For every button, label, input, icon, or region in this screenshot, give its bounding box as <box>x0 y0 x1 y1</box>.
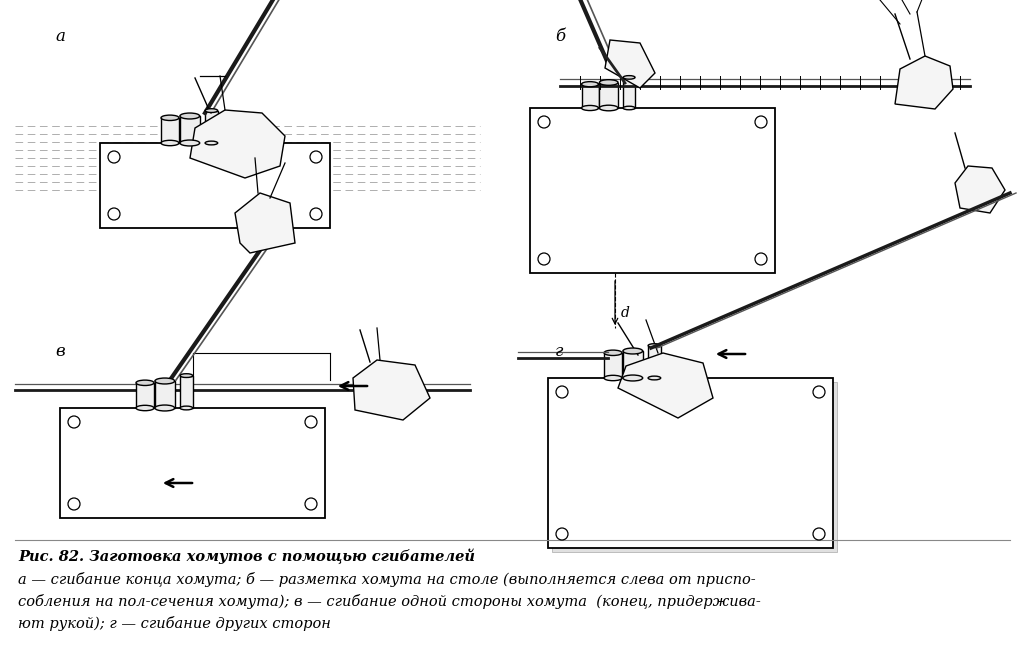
Circle shape <box>755 253 767 265</box>
Circle shape <box>305 416 317 428</box>
Bar <box>548 378 833 548</box>
Ellipse shape <box>604 350 622 356</box>
Polygon shape <box>605 40 655 88</box>
Circle shape <box>556 528 568 540</box>
Ellipse shape <box>582 106 598 111</box>
Bar <box>180 376 193 408</box>
Ellipse shape <box>623 375 643 381</box>
Circle shape <box>556 386 568 398</box>
Bar <box>161 118 179 143</box>
Circle shape <box>108 151 120 163</box>
Text: а: а <box>55 28 65 45</box>
Bar <box>155 381 175 408</box>
Ellipse shape <box>180 113 200 119</box>
Bar <box>100 143 330 228</box>
Ellipse shape <box>136 405 154 411</box>
Ellipse shape <box>599 105 618 111</box>
Text: а — сгибание конца хомута; б — разметка хомута на столе (выполняется слева от пр: а — сгибание конца хомута; б — разметка … <box>18 572 756 587</box>
Circle shape <box>310 151 322 163</box>
Ellipse shape <box>161 115 179 121</box>
Ellipse shape <box>648 343 660 347</box>
Ellipse shape <box>155 378 175 384</box>
Circle shape <box>538 116 550 128</box>
Text: ют рукой); г — сгибание других сторон: ют рукой); г — сгибание других сторон <box>18 616 331 631</box>
Text: Рис. 82. Заготовка хомутов с помощью сгибателей: Рис. 82. Заготовка хомутов с помощью сги… <box>18 548 475 564</box>
Polygon shape <box>618 353 713 418</box>
Circle shape <box>813 528 825 540</box>
Polygon shape <box>895 56 953 109</box>
Bar <box>136 383 154 408</box>
Polygon shape <box>955 166 1005 213</box>
Bar <box>205 111 218 143</box>
Ellipse shape <box>161 141 179 146</box>
Bar <box>604 353 622 378</box>
Circle shape <box>813 386 825 398</box>
Circle shape <box>68 416 80 428</box>
Bar <box>180 116 200 143</box>
Circle shape <box>305 498 317 510</box>
Ellipse shape <box>136 380 154 386</box>
Bar <box>624 77 635 108</box>
Ellipse shape <box>180 406 193 410</box>
Circle shape <box>68 498 80 510</box>
Ellipse shape <box>205 141 218 145</box>
Bar <box>648 345 660 378</box>
Bar <box>582 84 598 108</box>
Text: г: г <box>555 343 563 360</box>
Ellipse shape <box>648 376 660 380</box>
Circle shape <box>108 208 120 220</box>
Bar <box>530 108 775 273</box>
Ellipse shape <box>582 82 598 87</box>
Polygon shape <box>234 193 295 253</box>
Polygon shape <box>190 110 285 178</box>
Ellipse shape <box>180 140 200 146</box>
Bar <box>623 351 643 378</box>
Ellipse shape <box>624 106 635 110</box>
Circle shape <box>538 253 550 265</box>
Polygon shape <box>353 360 430 420</box>
Bar <box>60 408 325 518</box>
Ellipse shape <box>604 375 622 381</box>
Ellipse shape <box>205 109 218 113</box>
Bar <box>599 82 618 108</box>
Text: б: б <box>555 28 565 45</box>
Text: собления на пол-сечения хомута); в — сгибание одной стороны хомута  (конец, прид: собления на пол-сечения хомута); в — сги… <box>18 594 761 609</box>
Ellipse shape <box>180 374 193 378</box>
Ellipse shape <box>599 80 618 86</box>
Text: в: в <box>55 343 65 360</box>
Bar <box>552 382 837 552</box>
Circle shape <box>755 116 767 128</box>
Ellipse shape <box>624 76 635 79</box>
Ellipse shape <box>155 405 175 411</box>
Circle shape <box>310 208 322 220</box>
Text: d: d <box>621 306 630 320</box>
Ellipse shape <box>623 348 643 354</box>
